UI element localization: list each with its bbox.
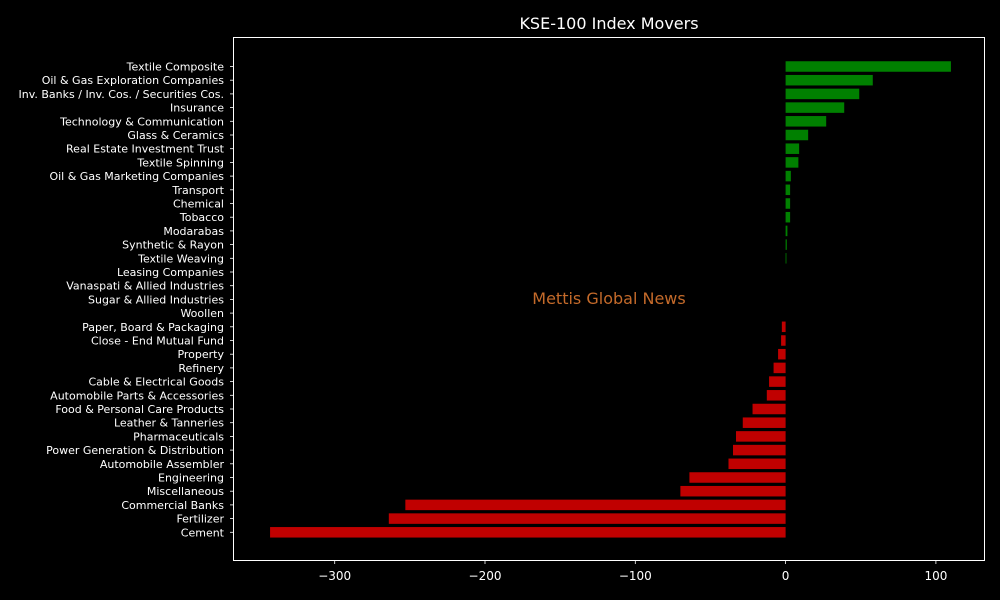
x-tick-label: −200	[469, 569, 502, 583]
bar	[785, 102, 845, 113]
category-label: Cable & Electrical Goods	[88, 376, 224, 389]
category-label: Fertilizer	[176, 513, 224, 526]
x-axis-ticks: −300 −200 −100 0 100	[318, 560, 947, 583]
category-label: Glass & Ceramics	[127, 129, 224, 142]
chart-title: KSE-100 Index Movers	[519, 14, 698, 33]
bar	[785, 61, 951, 72]
category-label: Paper, Board & Packaging	[82, 321, 224, 334]
category-label: Real Estate Investment Trust	[66, 143, 225, 156]
bar	[785, 170, 791, 182]
bar	[781, 321, 786, 333]
bar	[785, 211, 791, 223]
category-label: Synthetic & Rayon	[122, 239, 224, 252]
category-label: Refinery	[178, 362, 224, 375]
bar	[785, 74, 873, 86]
category-label: Oil & Gas Marketing Companies	[49, 170, 224, 183]
x-tick-label: 0	[782, 569, 790, 583]
bar	[680, 485, 786, 497]
bar	[773, 362, 786, 374]
bar	[778, 348, 786, 360]
category-label: Woollen	[180, 307, 224, 320]
category-label: Insurance	[170, 102, 224, 115]
category-label: Commercial Banks	[121, 499, 224, 512]
x-tick-label: 100	[924, 569, 947, 583]
category-label: Chemical	[173, 198, 224, 211]
category-label: Inv. Banks / Inv. Cos. / Securities Cos.	[19, 88, 224, 101]
category-label: Sugar & Allied Industries	[88, 293, 224, 306]
bar	[785, 143, 800, 154]
bar	[388, 513, 786, 524]
category-label: Transport	[171, 184, 224, 197]
bars-layer	[270, 61, 951, 538]
bar	[732, 444, 786, 456]
category-label: Pharmaceuticals	[133, 430, 224, 443]
category-label: Textile Composite	[126, 61, 225, 74]
bar	[742, 417, 786, 428]
bar	[405, 499, 786, 511]
x-tick-label: −100	[619, 569, 652, 583]
category-label: Cement	[181, 526, 225, 539]
x-tick-label: −300	[318, 569, 351, 583]
category-label: Close - End Mutual Fund	[91, 335, 224, 348]
category-label: Food & Personal Care Products	[55, 403, 224, 416]
bar	[785, 198, 791, 209]
bar	[752, 403, 786, 415]
category-label: Automobile Assembler	[100, 458, 225, 471]
category-label: Leasing Companies	[117, 266, 224, 279]
category-label: Textile Weaving	[137, 252, 224, 265]
category-label: Miscellaneous	[147, 485, 224, 498]
bar	[785, 116, 827, 127]
category-label: Property	[177, 348, 224, 361]
bar	[785, 225, 788, 237]
category-label: Modarabas	[163, 225, 224, 238]
bar	[736, 431, 786, 442]
bar	[785, 88, 860, 100]
category-label: Engineering	[158, 472, 224, 485]
watermark-text: Mettis Global News	[532, 289, 685, 308]
category-label: Vanaspati & Allied Industries	[66, 280, 224, 293]
bar	[785, 184, 791, 196]
bar	[781, 335, 786, 346]
bar	[785, 239, 787, 250]
bar	[785, 129, 809, 141]
bar	[728, 458, 786, 470]
bar	[766, 390, 786, 401]
bar	[785, 157, 799, 168]
category-label: Automobile Parts & Accessories	[50, 389, 224, 402]
bar	[785, 253, 787, 264]
category-label: Technology & Communication	[59, 115, 224, 128]
category-label: Oil & Gas Exploration Companies	[42, 74, 225, 87]
bar	[769, 376, 786, 387]
category-label: Textile Spinning	[136, 156, 224, 169]
bar	[689, 472, 786, 483]
category-label: Leather & Tanneries	[114, 417, 224, 430]
bar	[270, 527, 786, 538]
category-label: Tobacco	[179, 211, 224, 224]
category-label: Power Generation & Distribution	[46, 444, 224, 457]
